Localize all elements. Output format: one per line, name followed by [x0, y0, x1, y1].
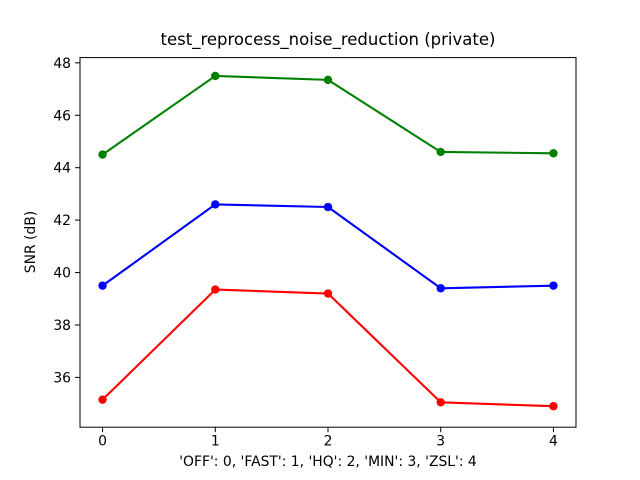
green-series-marker — [436, 147, 445, 157]
x-tick-label: 3 — [436, 434, 445, 450]
y-tick-label: 40 — [53, 266, 71, 282]
green-series-marker — [323, 75, 333, 85]
axes-frame — [79, 57, 577, 428]
blue-series-line — [101, 203, 555, 290]
x-tick-label: 1 — [211, 434, 220, 450]
x-tick-label: 2 — [324, 434, 333, 450]
blue-series-marker — [549, 281, 558, 290]
red-series-line — [101, 288, 555, 408]
red-series-marker — [323, 289, 333, 298]
green-series-line — [101, 74, 555, 156]
green-series-marker — [98, 150, 107, 159]
y-tick-label: 38 — [53, 318, 71, 334]
y-tick-label: 46 — [53, 108, 71, 124]
red-series-marker — [98, 395, 107, 404]
red-series-marker — [211, 285, 220, 294]
red-series-marker — [549, 402, 558, 411]
y-tick-label: 48 — [53, 56, 71, 72]
x-tick-label: 4 — [549, 434, 558, 450]
blue-series-marker — [98, 281, 107, 290]
green-series-marker — [211, 71, 220, 81]
y-tick-label: 42 — [53, 213, 71, 229]
blue-series-marker — [323, 202, 333, 212]
x-tick-label: 0 — [98, 434, 107, 450]
green-series-marker — [549, 149, 558, 158]
y-tick-label: 44 — [53, 161, 71, 177]
blue-series-marker — [436, 284, 445, 293]
y-tick-label: 36 — [53, 370, 71, 386]
red-series-marker — [436, 398, 445, 407]
blue-series-marker — [211, 200, 220, 209]
chart-title: test_reprocess_noise_reduction (private) — [160, 30, 496, 49]
x-axis-label: 'OFF': 0, 'FAST': 1, 'HQ': 2, 'MIN': 3, … — [179, 454, 477, 470]
